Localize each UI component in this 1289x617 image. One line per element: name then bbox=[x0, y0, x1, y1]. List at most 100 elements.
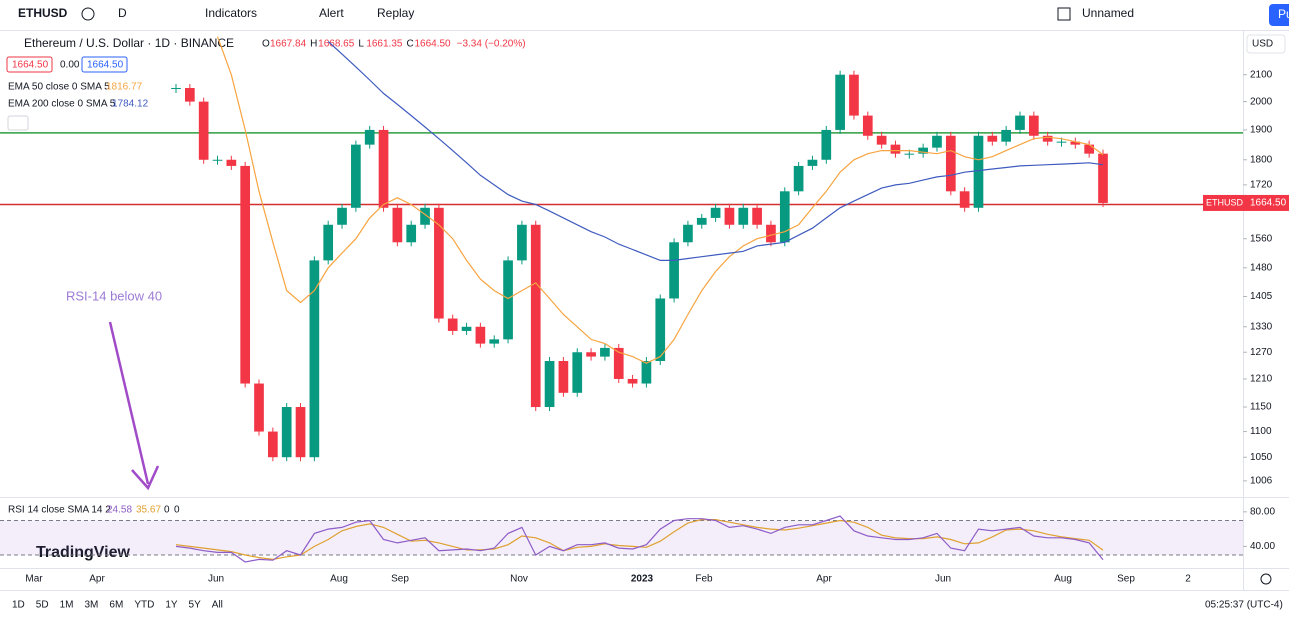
candle bbox=[364, 129, 375, 145]
candle bbox=[475, 326, 486, 344]
candle bbox=[406, 224, 417, 243]
ohlc-label: L bbox=[358, 39, 364, 50]
candle bbox=[849, 74, 859, 116]
candle bbox=[959, 191, 970, 208]
rsi-line bbox=[175, 515, 1104, 563]
range-button[interactable]: 1Y bbox=[165, 600, 178, 611]
candle bbox=[766, 224, 776, 243]
x-tick-label: 2 bbox=[1185, 574, 1191, 585]
y-tick-label: 1050 bbox=[1250, 452, 1273, 463]
candle bbox=[281, 407, 292, 458]
candle bbox=[918, 147, 928, 154]
alert[interactable]: Alert bbox=[319, 6, 344, 20]
candle bbox=[392, 207, 403, 243]
add-icon[interactable] bbox=[81, 7, 95, 21]
candle bbox=[835, 74, 845, 130]
replay[interactable]: Replay bbox=[377, 6, 414, 20]
range-button[interactable]: 1M bbox=[60, 600, 74, 611]
x-tick-label: Jun bbox=[208, 574, 224, 585]
candle bbox=[738, 207, 749, 225]
y-tick-label: 1270 bbox=[1250, 347, 1273, 358]
logo[interactable]: TradingView bbox=[36, 544, 131, 561]
x-tick-label: Aug bbox=[1054, 574, 1072, 585]
candle bbox=[904, 153, 915, 155]
price-tag bbox=[1203, 194, 1243, 211]
candle bbox=[696, 217, 707, 225]
currency[interactable]: USD bbox=[1252, 39, 1273, 50]
candle bbox=[226, 159, 237, 166]
y-tick-label: 1800 bbox=[1250, 154, 1273, 165]
price-axis-tag bbox=[1243, 194, 1289, 211]
y-tick-label: 1900 bbox=[1250, 125, 1273, 136]
x-tick-label: Apr bbox=[89, 574, 105, 585]
range-button[interactable]: 5Y bbox=[189, 600, 202, 611]
candle bbox=[876, 135, 887, 145]
y-tick-label: 1405 bbox=[1250, 291, 1273, 302]
x-tick-label: Feb bbox=[695, 574, 713, 585]
ask-box bbox=[81, 56, 128, 73]
symbol[interactable]: ETHUSD bbox=[18, 6, 68, 20]
range-button[interactable]: 3M bbox=[85, 600, 99, 611]
candle bbox=[544, 361, 555, 408]
range-button[interactable]: All bbox=[212, 600, 223, 611]
candle bbox=[572, 352, 583, 393]
candle bbox=[641, 361, 652, 384]
rsi-extra: 0 bbox=[174, 505, 180, 516]
x-tick-label: Nov bbox=[510, 574, 528, 585]
indicators[interactable]: Indicators bbox=[205, 6, 257, 20]
publish-button[interactable] bbox=[1269, 4, 1289, 26]
candle bbox=[752, 207, 762, 225]
candle bbox=[1001, 129, 1011, 142]
ema200-value: 1784.12 bbox=[112, 99, 149, 110]
y-tick-label: 1100 bbox=[1250, 426, 1272, 437]
interval[interactable]: D bbox=[118, 6, 127, 20]
candle bbox=[447, 318, 458, 331]
candle bbox=[710, 207, 721, 218]
y-tick-label: 1330 bbox=[1250, 321, 1273, 332]
ema-line bbox=[327, 41, 1104, 261]
ask: 1664.50 bbox=[87, 60, 124, 71]
rsi-band bbox=[0, 520, 1243, 556]
range-button[interactable]: 1D bbox=[12, 600, 25, 611]
x-tick-label: Apr bbox=[816, 574, 832, 585]
candle bbox=[1028, 115, 1039, 136]
y-tick-label: 1720 bbox=[1250, 179, 1273, 190]
annotation: RSI-14 below 40 bbox=[66, 288, 162, 303]
ema50-name: EMA 50 close 0 SMA 5 bbox=[8, 82, 110, 93]
candle bbox=[973, 135, 984, 208]
layout-name[interactable]: Unnamed bbox=[1082, 6, 1134, 20]
rsi-value: 24.58 bbox=[107, 505, 132, 516]
y-tick-label: 80.00 bbox=[1250, 506, 1275, 517]
spread: 0.00 bbox=[60, 60, 80, 71]
y-tick-label: 1150 bbox=[1250, 402, 1272, 413]
y-tick-label: 1006 bbox=[1250, 475, 1273, 486]
y-tick-label: 1560 bbox=[1250, 233, 1273, 244]
ohlc-label: O bbox=[262, 39, 270, 50]
y-tick-label: 1210 bbox=[1250, 374, 1273, 385]
candle bbox=[945, 135, 956, 192]
candle bbox=[461, 326, 472, 331]
x-tick-label: 2023 bbox=[631, 574, 654, 585]
settings-icon[interactable] bbox=[1260, 573, 1272, 585]
bid: 1664.50 bbox=[12, 60, 49, 71]
toolbar: ETHUSD D Indicators Alert Replay Unnamed… bbox=[0, 4, 1289, 31]
range-button[interactable]: 6M bbox=[109, 600, 123, 611]
currency-box[interactable] bbox=[1246, 34, 1286, 54]
range-button[interactable]: YTD bbox=[134, 600, 154, 611]
candle bbox=[600, 347, 610, 357]
candle bbox=[613, 347, 624, 379]
y-tick-label: 2100 bbox=[1250, 69, 1273, 80]
candle bbox=[1070, 141, 1081, 145]
candle bbox=[517, 224, 527, 261]
checkbox[interactable] bbox=[1057, 7, 1071, 21]
candle bbox=[683, 224, 693, 243]
range-button[interactable]: 5D bbox=[36, 600, 49, 611]
candle bbox=[323, 224, 334, 261]
candle bbox=[932, 135, 942, 148]
candle bbox=[1084, 144, 1095, 154]
candle bbox=[337, 207, 347, 225]
collapse-button[interactable] bbox=[7, 115, 29, 131]
candle bbox=[1042, 135, 1053, 142]
candle bbox=[240, 165, 251, 384]
